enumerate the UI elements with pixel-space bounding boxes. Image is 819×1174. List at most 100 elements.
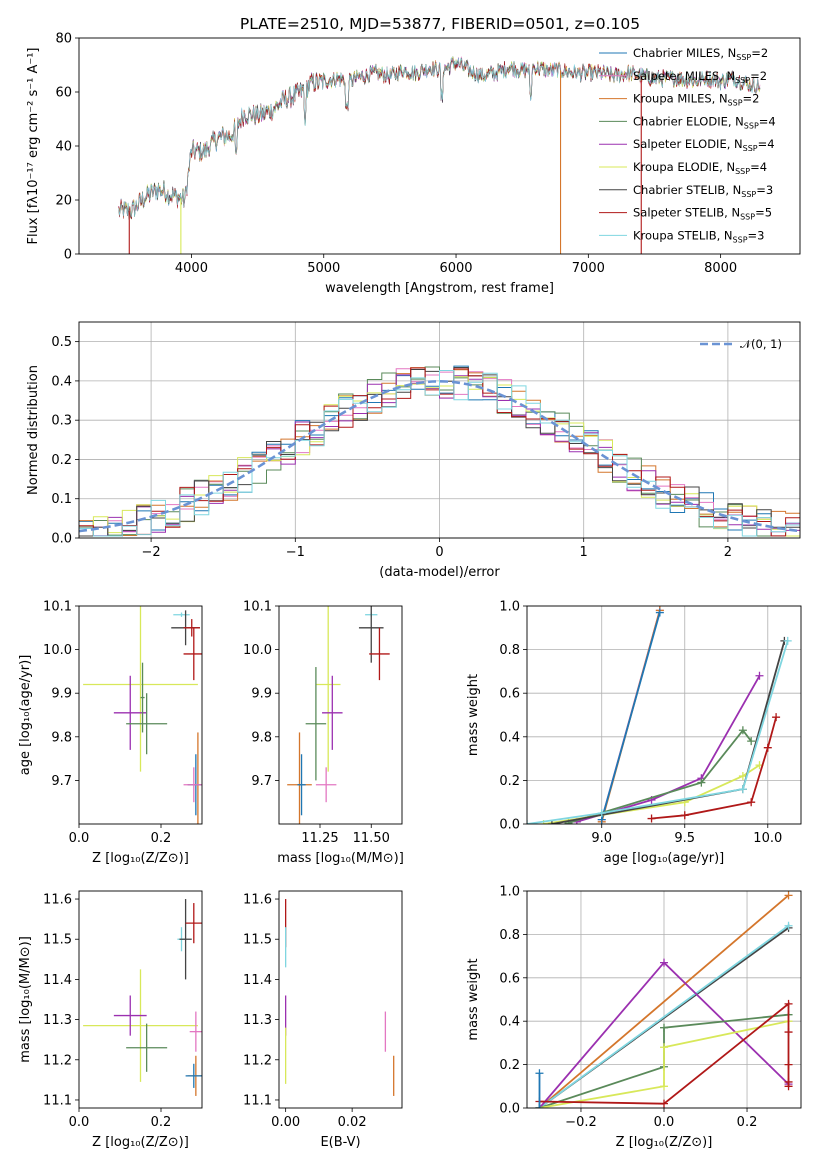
x-tick-label: 9.0 (591, 831, 612, 846)
y-tick-label: 9.7 (51, 774, 72, 789)
errorbar-point (183, 627, 202, 681)
y-tick-label: 9.8 (251, 730, 272, 745)
y-tick-label: 11.3 (43, 1013, 72, 1028)
weight-marker (783, 636, 792, 645)
y-tick-label: 0.2 (51, 453, 72, 468)
x-tick-label: 9.5 (674, 831, 695, 846)
weight-series-line (600, 612, 661, 820)
y-tick-label: 9.9 (251, 687, 272, 702)
legend-subscript: SSP (744, 121, 759, 130)
spectrum-frame (78, 37, 801, 255)
y-tick-label: 0.8 (499, 643, 520, 658)
x-tick-label: 0.0 (69, 1115, 90, 1130)
x-axis-label: (data-model)/error (379, 565, 500, 580)
y-axis-label: Normed distribution (26, 365, 41, 495)
y-tick-label: 9.8 (51, 730, 72, 745)
residuals-axes: −2 −1 0 1 2 0.0 0.1 0.2 0.3 0.4 0.5 (data-model)/er… (26, 322, 800, 580)
y-tick-label: 0.1 (51, 492, 72, 507)
x-tick-label: 0.2 (151, 831, 172, 846)
age_vs_mass-frame (278, 605, 403, 825)
mass_vs_Z-plot-area (83, 899, 202, 1096)
x-tick-label: 11.50 (353, 831, 390, 846)
errorbar-point (305, 667, 327, 781)
y-tick-label: 11.6 (243, 893, 272, 908)
errorbar-point (83, 606, 198, 772)
histogram-series-steps (79, 370, 800, 537)
y-tick-label: 0.0 (499, 1102, 520, 1117)
x-tick-label: 10.0 (753, 831, 782, 846)
weight-marker (784, 921, 793, 930)
spectrum-legend: Chabrier MILES, NSSP=2 Salpeter MILES, NS… (599, 46, 776, 244)
weight-series-line (538, 894, 790, 1108)
x-tick-label: 6000 (439, 261, 472, 276)
y-tick-label: 1.0 (499, 885, 520, 900)
errorbar-point (126, 693, 168, 755)
age_vs_mass-plot-area (287, 606, 390, 824)
x-axis-label: E(B-V) (320, 1135, 360, 1150)
y-tick-label: 0.4 (51, 374, 72, 389)
weight-marker (784, 1060, 793, 1069)
weight_vs_Z-plot-area (535, 891, 793, 1108)
y-tick-label: 10.1 (43, 600, 72, 615)
errorbar-point (315, 767, 337, 803)
y-tick-label: 0.4 (499, 1015, 520, 1030)
legend-entry: Kroupa ELODIE, NSSP=4 (633, 160, 767, 176)
errorbar-point (189, 1011, 202, 1052)
y-tick-label: 0.6 (499, 971, 520, 986)
legend-count: =3 (756, 183, 773, 197)
weight-series-line (539, 1020, 789, 1108)
errorbar-point (183, 767, 202, 803)
legend-subscript: SSP (735, 76, 750, 85)
errorbar-point (173, 612, 190, 617)
y-tick-label: 9.9 (51, 687, 72, 702)
legend-entry: Chabrier MILES, NSSP=2 (633, 46, 768, 62)
x-axis-label: Z [log₁₀(Z/Z⊙)] (92, 1135, 189, 1150)
errorbar-point (179, 899, 192, 980)
errorbar-point (322, 675, 343, 750)
y-tick-label: 11.1 (43, 1093, 72, 1108)
legend-entry: Chabrier ELODIE, NSSP=4 (633, 114, 776, 130)
errorbar-point (185, 1063, 202, 1088)
y-axis-label: Flux [fλ10⁻¹⁷ erg cm⁻² s⁻¹ A⁻¹] (26, 48, 41, 245)
mass_vs_EBV-frame (278, 890, 403, 1109)
y-tick-label: 0.0 (499, 818, 520, 833)
x-tick-label: 4000 (175, 261, 208, 276)
y-tick-label: 10.0 (43, 643, 72, 658)
legend-entry: Salpeter STELIB, NSSP=5 (633, 206, 772, 222)
weight-marker (763, 743, 772, 752)
x-tick-label: 0 (435, 545, 443, 560)
y-tick-label: 9.7 (251, 774, 272, 789)
x-tick-label: 0.02 (338, 1115, 367, 1130)
x-tick-label: 8000 (704, 261, 737, 276)
errorbar-point (113, 995, 147, 1036)
weight_vs_age-plot-area (527, 606, 792, 824)
x-tick-label: 1 (580, 545, 588, 560)
x-axis-label: wavelength [Angstrom, rest frame] (325, 281, 554, 296)
y-tick-label: 11.5 (43, 933, 72, 948)
weight-marker (772, 713, 781, 722)
y-tick-label: 0.4 (499, 730, 520, 745)
y-tick-label: 60 (55, 86, 72, 101)
y-tick-label: 1.0 (499, 600, 520, 615)
legend-subscript: SSP (740, 213, 755, 222)
weight-marker (660, 1023, 668, 1032)
y-tick-label: 11.4 (243, 973, 272, 988)
figure-title: PLATE=2510, MJD=53877, FIBERID=0501, z=0… (240, 15, 640, 33)
y-axis-label: mass [log₁₀(M/M⊙)] (18, 936, 33, 1063)
weight-marker (655, 608, 664, 617)
legend-count: =2 (743, 92, 760, 106)
y-tick-label: 20 (55, 194, 72, 209)
legend-count: =2 (750, 69, 767, 83)
x-tick-label: 5000 (307, 261, 340, 276)
y-tick-label: 0.3 (51, 414, 72, 429)
mass_vs_EBV-axes: 0.00 0.02 11.1 11.2 11.3 11.4 11.5 11.6 E(B-V) (243, 893, 367, 1150)
weight-marker (597, 809, 606, 818)
legend-count: =4 (750, 160, 767, 174)
weight-series-line (551, 640, 786, 824)
x-tick-label: 0.2 (151, 1115, 172, 1130)
x-tick-label: 2 (724, 545, 732, 560)
x-tick-label: 11.25 (301, 831, 338, 846)
y-tick-label: 10.1 (243, 600, 272, 615)
weight-series-line (576, 675, 761, 823)
